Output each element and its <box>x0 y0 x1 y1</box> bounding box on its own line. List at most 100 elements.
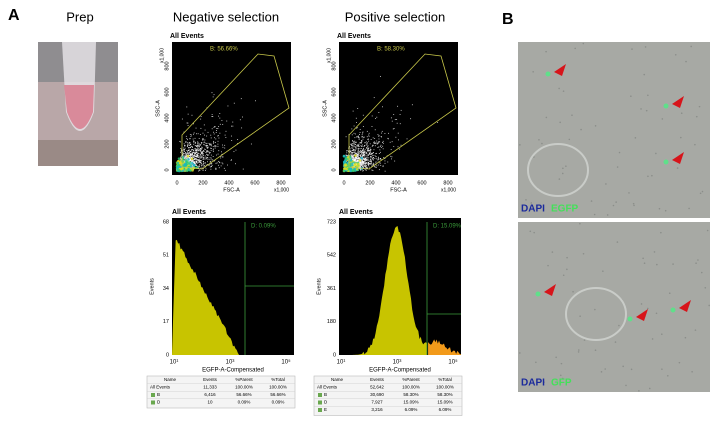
cell <box>663 159 669 165</box>
scatter-point <box>185 152 187 154</box>
scatter-point <box>194 156 196 158</box>
scatter-point <box>191 153 193 155</box>
scatter-point <box>362 165 364 167</box>
scatter-point <box>242 168 244 170</box>
scatter-point <box>387 138 389 140</box>
scatter-point <box>204 139 206 141</box>
scatter-point <box>355 121 357 123</box>
scatter-point <box>393 128 395 130</box>
scatter-point <box>359 168 361 170</box>
scatter-point <box>378 152 380 154</box>
scatter-point <box>361 161 363 163</box>
scatter-point <box>200 155 202 157</box>
scatter-point <box>366 153 368 155</box>
scatter-point <box>187 150 188 152</box>
scatter-point <box>368 164 370 166</box>
scatter-point <box>364 163 366 165</box>
scatter-point <box>369 149 371 151</box>
y-tick-label: 361 <box>327 286 336 292</box>
debris <box>651 174 653 177</box>
scatter-point <box>187 125 189 126</box>
debris <box>561 172 564 175</box>
scatter-point <box>370 158 372 160</box>
density-spot <box>181 169 185 172</box>
scatter-point <box>362 114 364 116</box>
debris <box>606 214 609 216</box>
scatter-point <box>222 146 224 148</box>
scatter-point <box>394 160 396 162</box>
scatter-point <box>384 162 386 164</box>
scatter-point <box>205 164 207 166</box>
scatter-point <box>203 156 205 158</box>
scatter-point <box>210 144 212 146</box>
scatter-point <box>363 157 365 159</box>
scatter-point <box>214 137 215 139</box>
scatter-point <box>206 150 208 152</box>
scatter-point <box>194 158 196 160</box>
scatter-point <box>358 157 359 158</box>
scatter-point <box>208 154 210 156</box>
table-cell: 0.09% <box>272 400 285 405</box>
scatter-point <box>366 156 368 158</box>
scatter-point <box>350 143 352 145</box>
scatter-point <box>217 164 219 166</box>
scatter-point <box>366 152 367 154</box>
table-cell: 100.00% <box>436 385 454 390</box>
scatter-point <box>352 157 354 159</box>
scatter-point <box>366 162 367 164</box>
scatter-point <box>391 158 393 160</box>
debris <box>605 183 607 185</box>
scatter-point <box>375 162 377 164</box>
debris <box>690 45 692 48</box>
scatter-point <box>371 115 373 117</box>
scatter-point <box>372 144 373 146</box>
scatter-point <box>368 150 370 152</box>
y-tick-label: 68 <box>163 219 169 225</box>
scatter-point <box>205 144 207 146</box>
y-tick-label: 400 <box>331 113 337 122</box>
vesicle <box>565 287 627 341</box>
y-tick-label: 200 <box>331 139 337 148</box>
scatter-point <box>359 166 361 168</box>
scatter-point <box>356 145 358 147</box>
scatter-point <box>375 161 377 163</box>
x-tick-label: 10¹ <box>170 360 179 366</box>
scatter-point <box>367 145 369 147</box>
scatter-point <box>368 159 370 161</box>
debris <box>590 200 593 202</box>
scatter-point <box>359 155 361 157</box>
density-spot <box>183 163 187 167</box>
scatter-point <box>358 154 360 156</box>
scatter-point <box>362 164 364 165</box>
scatter-point <box>352 143 353 145</box>
scatter-point <box>378 146 380 148</box>
scatter-point <box>379 151 381 153</box>
scatter-point <box>364 145 365 146</box>
debris <box>672 263 674 265</box>
arrow <box>554 64 566 76</box>
table-cell: 0.09% <box>238 400 251 405</box>
debris <box>547 264 549 267</box>
scatter-point <box>368 149 370 151</box>
scatter-point <box>363 158 365 160</box>
scatter-point <box>356 152 358 154</box>
scatter-point <box>180 141 181 143</box>
scatter-point <box>364 150 366 152</box>
scatter-point <box>183 152 184 154</box>
scatter-point <box>183 153 185 155</box>
scatter-point <box>189 158 191 160</box>
scatter-point <box>351 158 353 160</box>
y-tick-label: 0 <box>164 168 170 171</box>
scatter-point <box>200 160 202 162</box>
debris <box>684 336 687 339</box>
scatter-point <box>378 138 380 140</box>
debris <box>558 87 560 90</box>
scatter-point <box>200 127 202 129</box>
scatter-point <box>361 141 363 142</box>
scatter-point <box>363 155 365 157</box>
debris <box>625 384 627 387</box>
debris <box>614 341 617 343</box>
scatter-point <box>374 143 376 144</box>
debris <box>594 308 596 311</box>
scatter-point <box>185 156 187 158</box>
